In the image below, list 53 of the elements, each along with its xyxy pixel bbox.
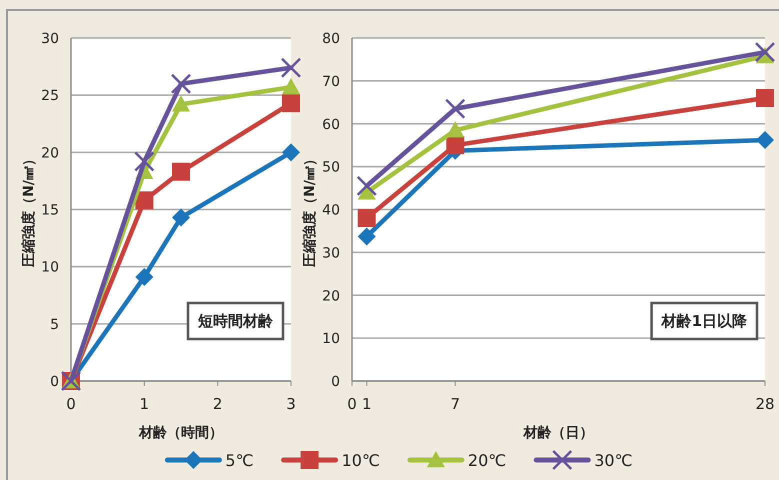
annotation: 短時間材齢: [197, 312, 274, 330]
point: [135, 268, 154, 286]
x-tick-label: 0: [347, 395, 357, 413]
point: [282, 143, 300, 162]
legend-label: 30℃: [594, 451, 633, 470]
x-tick-label: 1: [362, 395, 372, 413]
point: [445, 98, 466, 119]
y-tick-label: 0: [50, 374, 59, 390]
point: [358, 209, 376, 228]
point: [754, 42, 776, 62]
x-tick-label: 0: [66, 395, 76, 413]
y-tick-label: 50: [322, 160, 340, 176]
point: [356, 176, 377, 196]
point: [170, 73, 192, 94]
x-tick-label: 1: [140, 395, 150, 413]
legend-label: 10℃: [342, 451, 380, 470]
point: [756, 131, 774, 150]
y-axis-title: 圧縮強度（N/㎟）: [20, 152, 37, 268]
y-tick-label: 20: [322, 288, 340, 304]
point: [134, 151, 155, 172]
y-tick-label: 40: [322, 202, 340, 218]
point: [756, 89, 774, 108]
point: [135, 191, 154, 210]
y-tick-label: 20: [41, 145, 59, 162]
x-tick-label: 3: [286, 395, 296, 413]
x-tick-label: 28: [755, 395, 775, 413]
point: [172, 208, 190, 227]
y-tick-label: 80: [322, 31, 340, 47]
y-tick-label: 60: [322, 116, 340, 133]
y-tick-label: 10: [41, 260, 59, 276]
annotation: 材齢1日以降: [660, 312, 748, 330]
point: [446, 136, 464, 154]
y-tick-label: 25: [41, 88, 59, 104]
point: [282, 78, 300, 94]
y-tick-label: 30: [322, 245, 340, 262]
x-axis-title: 材齢（時間）: [138, 425, 223, 441]
legend-label: 5℃: [225, 451, 254, 470]
x-axis-title: 材齢（日）: [522, 425, 594, 441]
y-tick-label: 70: [322, 74, 340, 90]
point: [172, 162, 190, 181]
y-axis-title: 圧縮強度（N/㎟）: [301, 152, 318, 268]
x-tick-label: 7: [450, 395, 460, 413]
y-tick-label: 30: [41, 31, 59, 47]
point: [358, 228, 376, 246]
y-tick-label: 15: [41, 202, 59, 218]
point: [172, 95, 190, 112]
y-tick-label: 10: [322, 331, 340, 348]
point: [280, 57, 302, 78]
legend-label: 20℃: [468, 451, 506, 470]
point: [282, 94, 300, 112]
y-tick-label: 0: [331, 374, 340, 390]
y-tick-label: 5: [50, 316, 59, 333]
x-tick-label: 2: [212, 395, 222, 413]
